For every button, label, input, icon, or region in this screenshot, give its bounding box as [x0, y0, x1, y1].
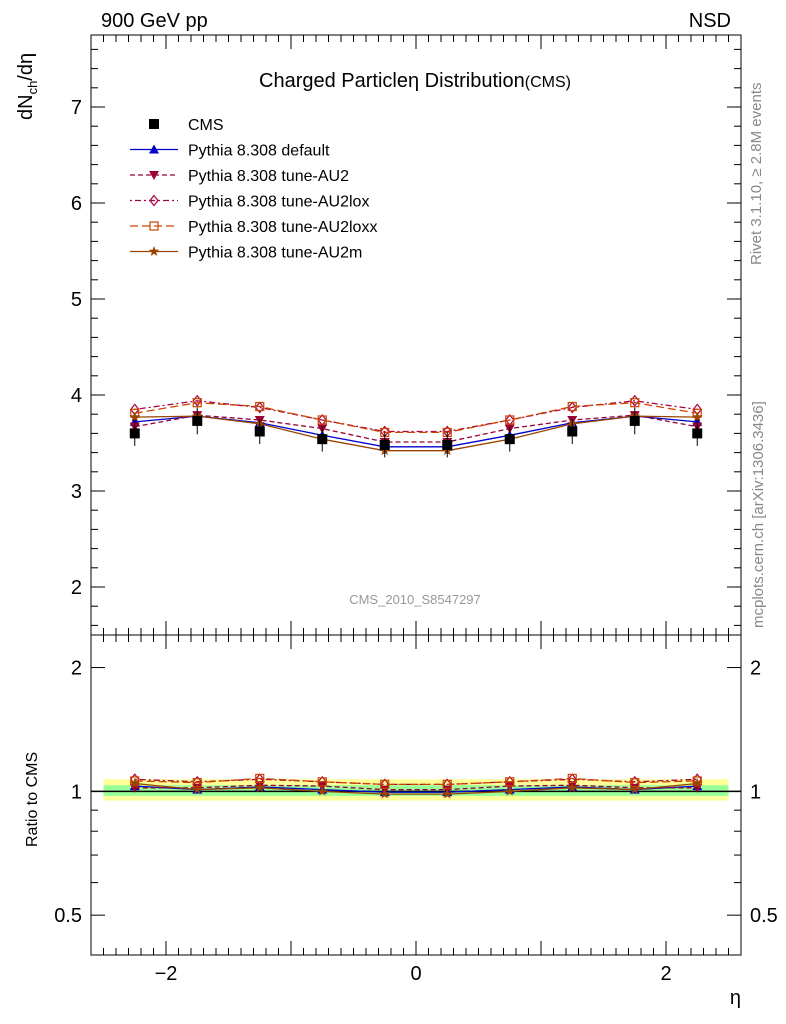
xlabel: η [730, 987, 741, 1009]
chart-title-suffix: (CMS) [525, 74, 571, 91]
legend-marker [149, 194, 159, 207]
data-point [192, 415, 203, 426]
series-point [692, 411, 703, 422]
legend-marker [149, 144, 159, 154]
data-point [254, 426, 265, 437]
ratio-y-tick-label-right: 0.5 [750, 905, 778, 927]
series-point [317, 415, 327, 425]
x-tick-label: −2 [155, 963, 178, 985]
ratio-series-point [567, 782, 578, 793]
data-point [504, 434, 515, 445]
data-point [317, 434, 328, 445]
ratio-series-point [379, 788, 390, 799]
ratio-series-line [134, 777, 698, 786]
ratio-series-point [442, 779, 452, 789]
y-tick-label: 6 [71, 193, 82, 215]
data-point [629, 415, 640, 426]
series-point [630, 398, 640, 408]
ratio-y-tick-label: 1 [71, 781, 82, 803]
series-point [255, 401, 265, 412]
data-point [379, 439, 390, 450]
header-left: 900 GeV pp [101, 10, 208, 32]
axis-tick-labels: −2 0 2 2 3 4 5 6 7 0.5 0.5 1 1 2 2 [54, 97, 778, 985]
series-ratio [129, 773, 703, 799]
data-point [129, 428, 140, 439]
series-point [192, 398, 202, 408]
ratio-y-tick-label-right: 1 [750, 781, 761, 803]
data-point [442, 439, 453, 450]
series-line [134, 415, 698, 452]
y-tick-label: 5 [71, 289, 82, 311]
ratio-series-line [134, 782, 698, 795]
legend-label: Pythia 8.308 tune-AU2 [188, 168, 349, 185]
data-point [692, 428, 703, 439]
legend-marker [149, 171, 159, 180]
ratio-series-point [254, 782, 265, 793]
y-tick-label: 4 [71, 385, 82, 407]
ratio-series-point [317, 777, 327, 787]
series-point [504, 413, 515, 426]
ratio-series-point [505, 777, 515, 787]
ratio-series-point [192, 784, 203, 795]
ylabel-main: dNch/dη [15, 53, 40, 120]
series-point [129, 411, 140, 422]
series-point [505, 415, 515, 425]
y-tick-label: 3 [71, 481, 82, 503]
legend-label: Pythia 8.308 tune-AU2loxx [188, 219, 377, 236]
legend-label: Pythia 8.308 default [188, 143, 330, 160]
chart-title-greek: η [408, 70, 419, 92]
legend-label: CMS [188, 117, 224, 134]
ratio-series-point [504, 785, 515, 796]
side-text-mcplots: mcplots.cern.ch [arXiv:1306.3436] [750, 401, 767, 628]
legend-marker [148, 246, 160, 256]
legend-marker [149, 221, 159, 231]
ratio-series-point [380, 779, 390, 789]
x-tick-label: 2 [660, 963, 671, 985]
legend: CMS Pythia 8.308 default Pythia 8.308 tune… [130, 117, 377, 262]
ratio-band-green [103, 785, 729, 796]
series-point [567, 401, 577, 412]
y-tick-label: 2 [71, 577, 82, 599]
legend-marker [149, 119, 159, 129]
chart-title-main: Charged Particle [259, 70, 408, 92]
chart-title: Charged Particleη Distribution(CMS) [259, 70, 571, 92]
ratio-series-point [129, 777, 140, 788]
side-text-rivet: Rivet 3.1.10, ≥ 2.8M events [748, 83, 765, 266]
x-tick-label: 0 [410, 963, 421, 985]
legend-label: Pythia 8.308 tune-AU2lox [188, 194, 369, 211]
series-main [129, 394, 703, 458]
analysis-watermark: CMS_2010_S8547297 [349, 592, 481, 607]
header-right: NSD [689, 10, 731, 32]
ratio-y-tick-label: 2 [71, 658, 82, 680]
ratio-y-tick-label: 0.5 [54, 905, 82, 927]
data-point [567, 426, 578, 437]
series-line [134, 400, 698, 433]
y-tick-label: 7 [71, 97, 82, 119]
series-line [134, 402, 698, 434]
series-line [134, 414, 698, 443]
ratio-series-point [442, 788, 453, 799]
chart-title-rest: Distribution [419, 70, 525, 92]
ratio-y-tick-label-right: 2 [750, 658, 761, 680]
legend-label: Pythia 8.308 tune-AU2m [188, 245, 362, 262]
ylabel-ratio: Ratio to CMS [24, 752, 41, 847]
ratio-series-point [629, 784, 640, 795]
ratio-series-point [317, 785, 328, 796]
ratio-series-line [134, 784, 698, 791]
series-point [317, 413, 328, 426]
ratio-series-point [692, 777, 703, 788]
